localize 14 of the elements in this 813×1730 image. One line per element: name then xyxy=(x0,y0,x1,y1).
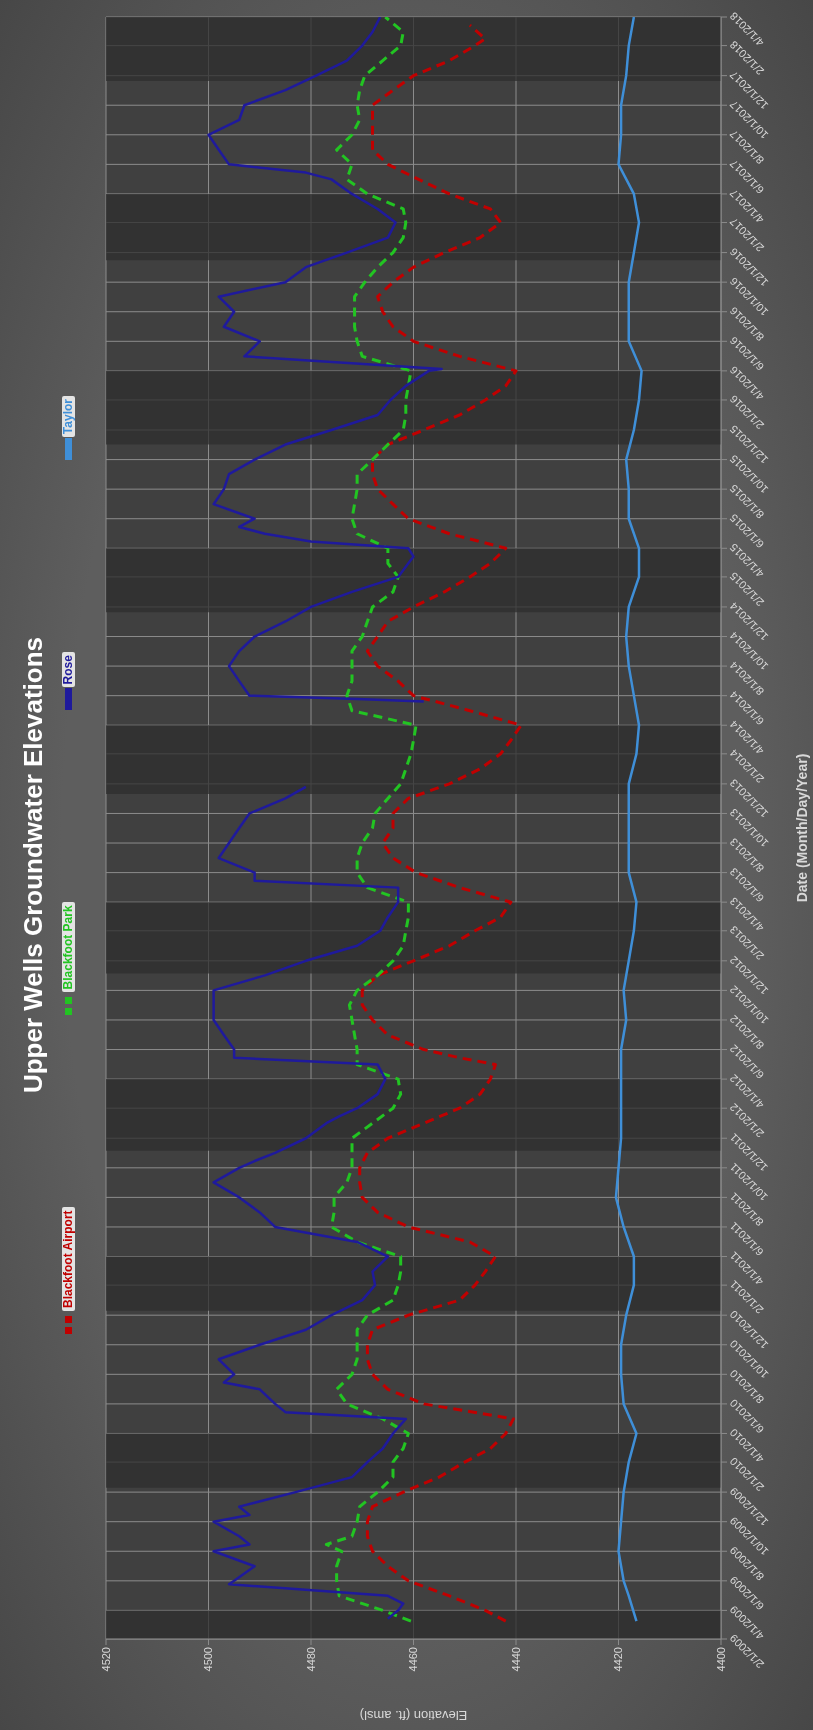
x-tick-label: 4440 xyxy=(509,1647,522,1672)
text: Blackfoot Airport xyxy=(61,1207,75,1312)
x-axis-title: Elevation (ft. amsl) xyxy=(359,1708,468,1724)
x-tick-label: 4520 xyxy=(99,1647,112,1672)
text: Upper Wells Groundwater Elevations xyxy=(18,635,49,1096)
x-tick-label: 4400 xyxy=(714,1647,727,1672)
x-tick-label: 4480 xyxy=(304,1647,317,1672)
y-axis-title: Date (Month/Day/Year) xyxy=(794,753,810,903)
text: Blackfoot Park xyxy=(61,902,75,993)
text: Rose xyxy=(61,652,75,688)
x-tick-label: 4500 xyxy=(202,1647,215,1672)
x-tick-label: 4460 xyxy=(407,1647,420,1672)
x-tick-label: 4420 xyxy=(612,1647,625,1672)
text: Taylor xyxy=(61,396,75,438)
